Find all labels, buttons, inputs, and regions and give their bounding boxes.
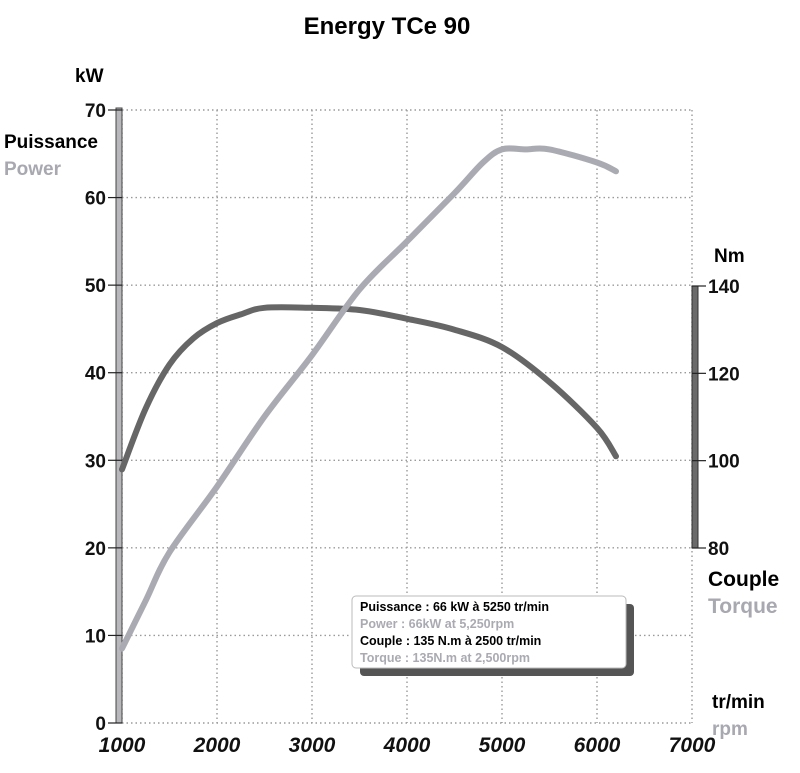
x-axis-label-fr: tr/min — [712, 692, 765, 713]
legend-line: Torque : 135N.m at 2,500rpm — [360, 651, 530, 665]
left-tick-label: 20 — [85, 539, 106, 560]
series-line-torque — [119, 304, 619, 473]
right-axis-ticks: 80 100 120 140 — [692, 277, 740, 560]
x-tick-label: 7000 — [669, 734, 716, 757]
left-tick-label: 40 — [85, 364, 106, 385]
x-tick-label: 3000 — [289, 734, 336, 757]
x-tick-label: 4000 — [383, 734, 431, 757]
right-axis-unit: Nm — [714, 246, 745, 267]
right-axis-label-en: Torque — [708, 595, 778, 618]
left-tick-label: 60 — [85, 189, 106, 210]
right-tick-label: 80 — [708, 539, 729, 560]
right-tick-label: 100 — [708, 452, 740, 473]
x-axis-label-en: rpm — [712, 719, 748, 740]
right-axis-label-fr: Couple — [708, 568, 779, 591]
legend: Puissance : 66 kW à 5250 tr/min Power : 6… — [351, 595, 634, 676]
left-tick-label: 0 — [95, 714, 106, 735]
left-tick-label: 10 — [85, 626, 106, 647]
series-line-power — [119, 145, 619, 652]
legend-box — [351, 595, 627, 669]
left-axis-label-en: Power — [4, 159, 62, 180]
legend-lines: Puissance : 66 kW à 5250 tr/min Power : 6… — [360, 600, 549, 665]
x-tick-label: 5000 — [479, 734, 526, 757]
left-tick-label: 70 — [85, 101, 106, 122]
left-tick-label: 30 — [85, 451, 106, 472]
left-axis-label-fr: Puissance — [4, 132, 98, 153]
right-tick-label: 140 — [708, 277, 740, 298]
x-tick-label: 6000 — [574, 734, 621, 757]
x-axis-ticks: 1000 2000 3000 4000 5000 6000 7000 — [99, 734, 716, 757]
chart-title: Energy TCe 90 — [304, 13, 471, 40]
right-axis-bar — [691, 285, 699, 549]
left-axis-bar — [115, 107, 123, 724]
legend-line: Couple : 135 N.m à 2500 tr/min — [360, 634, 541, 648]
x-tick-label: 2000 — [193, 734, 241, 757]
series-layer — [119, 145, 619, 652]
left-axis-ticks: 0 10 20 30 40 50 60 70 — [85, 101, 122, 735]
right-tick-label: 120 — [708, 364, 740, 385]
legend-line: Power : 66kW at 5,250rpm — [360, 617, 514, 631]
x-tick-label: 1000 — [99, 734, 146, 757]
legend-line: Puissance : 66 kW à 5250 tr/min — [360, 600, 549, 614]
left-tick-label: 50 — [85, 276, 106, 297]
left-axis-unit: kW — [75, 66, 104, 87]
